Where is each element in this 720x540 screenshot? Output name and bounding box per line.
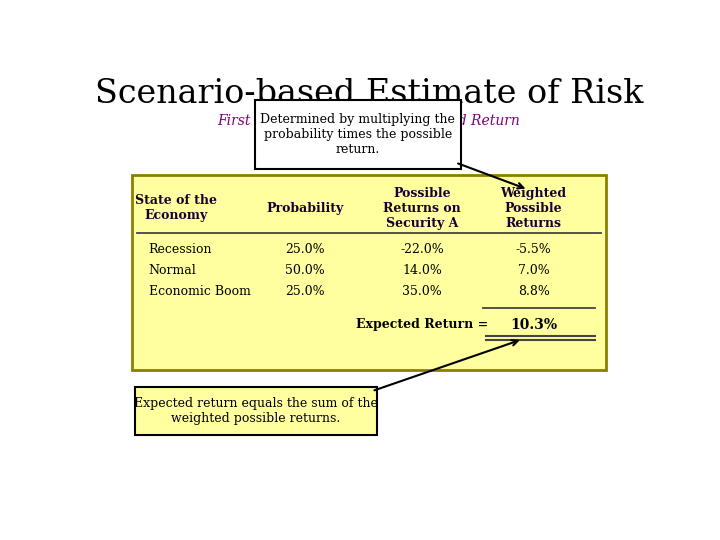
FancyBboxPatch shape bbox=[255, 100, 461, 168]
Text: Weighted
Possible
Returns: Weighted Possible Returns bbox=[500, 187, 567, 230]
Text: 7.0%: 7.0% bbox=[518, 264, 549, 277]
Text: Possible
Returns on
Security A: Possible Returns on Security A bbox=[383, 187, 461, 230]
Text: 25.0%: 25.0% bbox=[285, 285, 325, 298]
Text: State of the
Economy: State of the Economy bbox=[135, 194, 217, 222]
Text: -22.0%: -22.0% bbox=[400, 244, 444, 256]
Text: Normal: Normal bbox=[148, 264, 197, 277]
Text: Probability: Probability bbox=[266, 202, 343, 215]
Text: 50.0%: 50.0% bbox=[285, 264, 325, 277]
FancyBboxPatch shape bbox=[135, 387, 377, 435]
FancyBboxPatch shape bbox=[132, 175, 606, 370]
Text: 35.0%: 35.0% bbox=[402, 285, 442, 298]
Text: First Step – Calculate the Expected Return: First Step – Calculate the Expected Retu… bbox=[217, 114, 521, 128]
Text: 8.8%: 8.8% bbox=[518, 285, 549, 298]
Text: Expected return equals the sum of the
weighted possible returns.: Expected return equals the sum of the we… bbox=[134, 397, 378, 425]
Text: Recession: Recession bbox=[148, 244, 212, 256]
Text: Expected Return =: Expected Return = bbox=[356, 318, 488, 331]
Text: Determined by multiplying the
probability times the possible
return.: Determined by multiplying the probabilit… bbox=[261, 113, 455, 156]
Text: 10.3%: 10.3% bbox=[510, 318, 557, 332]
Text: 25.0%: 25.0% bbox=[285, 244, 325, 256]
Text: -5.5%: -5.5% bbox=[516, 244, 552, 256]
Text: Economic Boom: Economic Boom bbox=[148, 285, 251, 298]
Text: Scenario-based Estimate of Risk: Scenario-based Estimate of Risk bbox=[95, 78, 643, 110]
Text: 14.0%: 14.0% bbox=[402, 264, 442, 277]
